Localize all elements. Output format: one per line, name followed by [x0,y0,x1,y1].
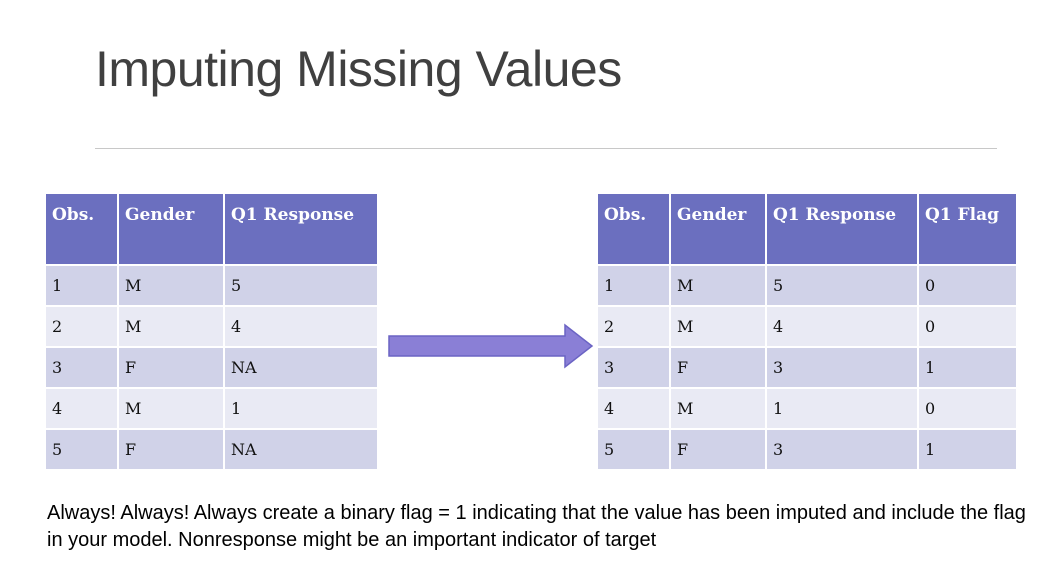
cell-gender: M [669,305,767,348]
cell-response: 4 [223,305,379,348]
cell-flag: 0 [917,387,1018,430]
table-row: 5 F NA [44,428,379,471]
cell-gender: F [117,428,225,471]
table-row: 1 M 5 [44,264,379,307]
header-obs: Obs. [596,192,671,266]
cell-obs: 3 [596,346,671,389]
cell-obs: 5 [44,428,119,471]
table-row: 4 M 1 [44,387,379,430]
cell-obs: 4 [596,387,671,430]
cell-gender: F [669,346,767,389]
cell-gender: M [669,264,767,307]
table-row: 2 M 4 [44,305,379,348]
cell-obs: 5 [596,428,671,471]
table-row: 4 M 1 0 [596,387,1018,430]
header-q1-response: Q1 Response [765,192,919,266]
cell-response: 1 [223,387,379,430]
table-row: 3 F 3 1 [596,346,1018,389]
table-row: 1 M 5 0 [596,264,1018,307]
cell-response: 4 [765,305,919,348]
cell-flag: 0 [917,305,1018,348]
header-gender: Gender [669,192,767,266]
header-row: Obs. Gender Q1 Response Q1 Flag [596,192,1018,266]
header-obs: Obs. [44,192,119,266]
cell-response-imputed: 3 [765,428,919,471]
original-table: Obs. Gender Q1 Response 1 M 5 2 M 4 3 F … [44,192,379,471]
cell-response: 5 [765,264,919,307]
header-q1-response: Q1 Response [223,192,379,266]
cell-flag: 1 [917,346,1018,389]
cell-response: NA [223,346,379,389]
cell-response: NA [223,428,379,471]
cell-obs: 1 [596,264,671,307]
cell-gender: M [117,305,225,348]
header-row: Obs. Gender Q1 Response [44,192,379,266]
cell-gender: F [117,346,225,389]
cell-obs: 4 [44,387,119,430]
cell-response: 1 [765,387,919,430]
cell-gender: M [117,387,225,430]
cell-obs: 2 [44,305,119,348]
header-q1-flag: Q1 Flag [917,192,1018,266]
cell-gender: M [669,387,767,430]
cell-obs: 3 [44,346,119,389]
table-row: 5 F 3 1 [596,428,1018,471]
table-row: 3 F NA [44,346,379,389]
cell-obs: 1 [44,264,119,307]
cell-flag: 0 [917,264,1018,307]
cell-response-imputed: 3 [765,346,919,389]
cell-flag: 1 [917,428,1018,471]
cell-gender: F [669,428,767,471]
footnote-text: Always! Always! Always create a binary f… [47,502,1026,551]
imputed-table: Obs. Gender Q1 Response Q1 Flag 1 M 5 0 … [596,192,1018,471]
table-row: 2 M 4 0 [596,305,1018,348]
cell-obs: 2 [596,305,671,348]
header-gender: Gender [117,192,225,266]
slide-title: Imputing Missing Values [95,41,622,97]
cell-gender: M [117,264,225,307]
cell-response: 5 [223,264,379,307]
arrow-shape [388,323,594,369]
title-divider [95,148,997,149]
right-arrow-icon [388,323,594,369]
